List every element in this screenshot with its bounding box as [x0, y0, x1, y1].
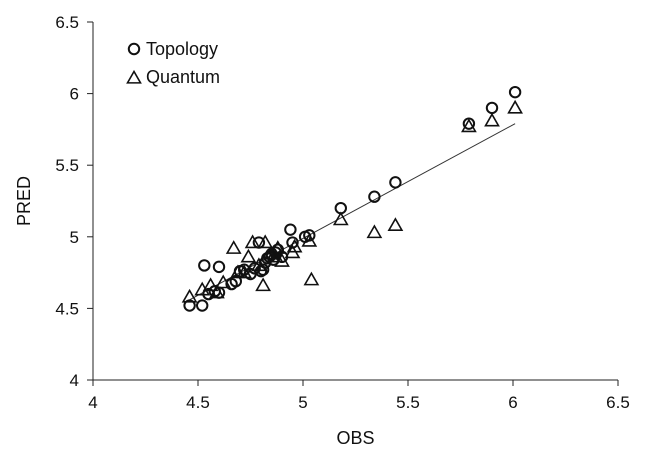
data-point-quantum	[209, 284, 225, 299]
data-point-quantum	[366, 224, 383, 239]
legend-marker-quantum	[126, 69, 142, 84]
legend-marker-topology	[127, 42, 141, 56]
y-axis-title: PRED	[14, 176, 34, 226]
data-point-topology	[286, 236, 299, 249]
data-point-quantum	[181, 288, 198, 303]
data-point-topology	[303, 229, 316, 242]
y-tick-label: 5.5	[55, 156, 79, 175]
data-point-quantum	[240, 248, 257, 263]
data-point-quantum	[255, 277, 271, 292]
x-tick-label: 4	[88, 393, 97, 412]
data-point-quantum	[269, 240, 286, 254]
data-point-topology	[485, 101, 499, 115]
series-quantum	[181, 99, 523, 303]
axes: 4 4.5 5 5.5 6 6.5 4 4.5 5 5.5 6 6.5	[55, 13, 629, 412]
trendline-group	[189, 123, 516, 301]
data-point-topology	[196, 299, 209, 312]
data-point-topology	[183, 299, 196, 312]
series-topology	[183, 85, 522, 312]
trendline	[189, 123, 516, 301]
data-point-quantum	[251, 257, 267, 272]
legend: Topology Quantum	[126, 39, 220, 87]
data-point-topology	[508, 85, 522, 99]
data-point-quantum	[257, 234, 274, 249]
data-point-topology	[248, 262, 261, 275]
x-axis-title: OBS	[336, 428, 374, 448]
x-tick-label: 6.5	[606, 393, 630, 412]
data-point-topology	[212, 260, 226, 274]
data-point-quantum	[507, 99, 523, 114]
data-point-quantum	[461, 118, 477, 133]
data-point-quantum	[274, 253, 290, 267]
x-tick-label: 6	[508, 393, 517, 412]
data-points	[181, 85, 523, 312]
data-point-quantum	[303, 271, 320, 286]
y-tick-label: 6.5	[55, 13, 79, 32]
data-point-quantum	[202, 277, 219, 292]
data-point-quantum	[387, 217, 404, 232]
data-point-quantum	[225, 240, 242, 254]
data-point-quantum	[236, 264, 253, 279]
x-tick-label: 5.5	[396, 393, 420, 412]
legend-label-topology: Topology	[146, 39, 218, 59]
data-point-topology	[198, 259, 211, 272]
data-point-quantum	[332, 211, 349, 226]
data-point-topology	[229, 274, 243, 288]
x-tick-label: 4.5	[186, 393, 210, 412]
data-point-quantum	[484, 112, 500, 127]
data-point-topology	[284, 223, 297, 236]
y-tick-label: 4	[70, 371, 79, 390]
x-tick-label: 5	[298, 393, 307, 412]
data-point-quantum	[286, 238, 303, 253]
data-point-quantum	[215, 274, 232, 289]
data-point-topology	[368, 190, 381, 203]
data-point-quantum	[244, 234, 261, 249]
y-tick-label: 6	[70, 85, 79, 104]
y-tick-label: 4.5	[55, 299, 79, 318]
data-point-quantum	[267, 248, 284, 263]
data-point-quantum	[301, 232, 318, 247]
y-tick-label: 5	[70, 228, 79, 247]
data-point-topology	[389, 176, 402, 189]
legend-label-quantum: Quantum	[146, 67, 220, 87]
